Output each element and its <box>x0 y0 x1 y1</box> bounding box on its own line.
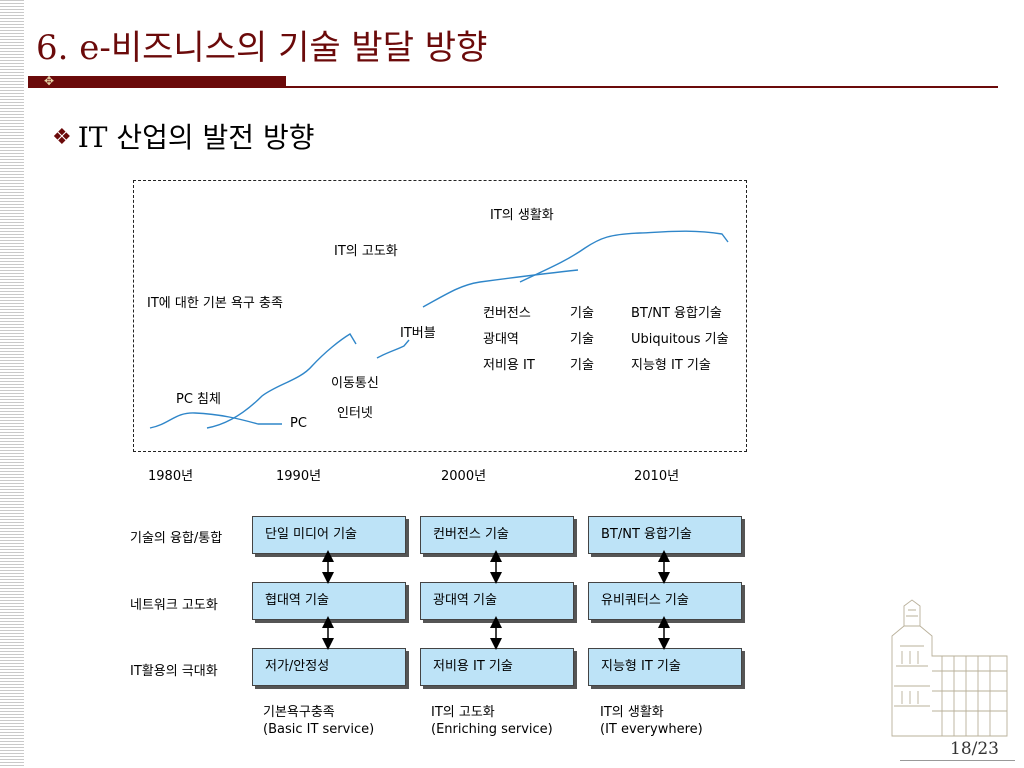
cell-col3-row2: 유비쿼터스 기술 <box>588 582 742 620</box>
page-number-underline <box>900 760 1015 761</box>
tech-row1-right: BT/NT 융합기술 <box>631 306 722 321</box>
caption-col2-line2: (Enriching service) <box>431 722 553 737</box>
cell-col2-row3: 저비용 IT 기술 <box>420 648 574 686</box>
tech-row3-mid: 기술 <box>570 358 594 373</box>
year-label-2000: 2000년 <box>441 469 487 484</box>
timeline-chart-frame <box>133 180 747 452</box>
row-label-utilization: IT활용의 극대화 <box>130 664 218 679</box>
title-underline-thin <box>286 86 998 88</box>
cell-col3-row3: 지능형 IT 기술 <box>588 648 742 686</box>
caption-col1-line2: (Basic IT service) <box>263 722 375 737</box>
event-it-bubble-label: IT버블 <box>400 326 436 341</box>
year-label-1980: 1980년 <box>148 469 194 484</box>
cell-col3-row1: BT/NT 융합기술 <box>588 516 742 554</box>
cell-col1-row1: 단일 미디어 기술 <box>252 516 406 554</box>
cell-col2-row2: 광대역 기술 <box>420 582 574 620</box>
event-pc-stagnation-label: PC 침체 <box>176 392 221 407</box>
left-stripe-decoration <box>0 0 24 768</box>
tech-row1-mid: 기술 <box>570 306 594 321</box>
diamond-bullet-icon: ❖ <box>52 125 72 150</box>
event-internet-label: 인터넷 <box>337 406 373 421</box>
campus-building-illustration <box>891 599 1008 737</box>
caption-col3: IT의 생활화 (IT everywhere) <box>600 704 703 738</box>
tech-row3-left: 저비용 IT <box>483 358 535 373</box>
row-label-convergence: 기술의 융합/통합 <box>130 531 223 546</box>
cell-col1-row2: 협대역 기술 <box>252 582 406 620</box>
page-number: 18/23 <box>950 739 999 759</box>
title-underline-thick <box>28 76 286 88</box>
event-mobile-label: 이동통신 <box>331 376 379 391</box>
phase-everyday-label: IT의 생활화 <box>490 208 554 223</box>
cell-col2-row1: 컨버전스 기술 <box>420 516 574 554</box>
caption-col1-line1: 기본욕구충족 <box>263 705 335 720</box>
title-marker-icon: ✥ <box>44 74 55 88</box>
bullet-text: IT 산업의 발전 방향 <box>77 121 315 154</box>
row-label-network: 네트워크 고도화 <box>130 598 218 613</box>
year-label-1990: 1990년 <box>276 469 322 484</box>
tech-row3-right: 지능형 IT 기술 <box>631 358 711 373</box>
tech-row2-right: Ubiquitous 기술 <box>631 332 729 347</box>
tech-row1-left: 컨버전스 <box>483 306 531 321</box>
phase-basic-label: IT에 대한 기본 욕구 충족 <box>147 296 283 311</box>
phase-advanced-label: IT의 고도화 <box>334 244 398 259</box>
caption-col1: 기본욕구충족 (Basic IT service) <box>263 704 374 738</box>
tech-row2-mid: 기술 <box>570 332 594 347</box>
cell-col1-row3: 저가/안정성 <box>252 648 406 686</box>
caption-col2-line1: IT의 고도화 <box>431 705 495 720</box>
caption-col2: IT의 고도화 (Enriching service) <box>431 704 553 738</box>
bullet-heading: ❖ IT 산업의 발전 방향 <box>52 116 315 156</box>
caption-col3-line1: IT의 생활화 <box>600 705 664 720</box>
event-pc-label: PC <box>290 416 307 431</box>
caption-col3-line2: (IT everywhere) <box>600 722 703 737</box>
slide-title: 6. e-비즈니스의 기술 발달 방향 <box>36 28 488 68</box>
year-label-2010: 2010년 <box>634 469 680 484</box>
tech-row2-left: 광대역 <box>483 332 519 347</box>
